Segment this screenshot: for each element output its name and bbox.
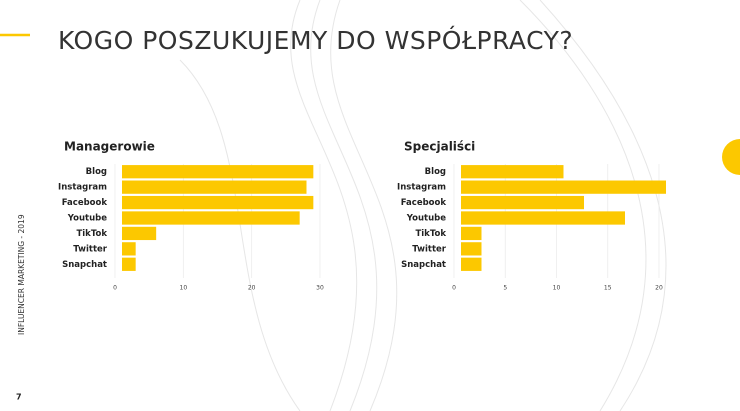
y-tick-label: TikTok bbox=[76, 229, 107, 239]
x-tick-label: 20 bbox=[248, 285, 256, 292]
bar bbox=[461, 257, 482, 271]
y-tick-label: Instagram bbox=[58, 183, 107, 193]
x-tick-label: 30 bbox=[316, 285, 324, 292]
y-tick-label: Snapchat bbox=[401, 260, 446, 270]
accent-circle bbox=[722, 139, 740, 175]
x-tick-label: 0 bbox=[452, 285, 456, 292]
bar bbox=[122, 180, 307, 194]
bar bbox=[461, 195, 584, 210]
x-tick-label: 0 bbox=[113, 285, 117, 292]
x-tick-label: 20 bbox=[655, 285, 663, 292]
y-tick-label: Twitter bbox=[73, 244, 108, 254]
bar bbox=[122, 211, 300, 225]
bar bbox=[122, 195, 314, 210]
y-tick-label: Instagram bbox=[397, 183, 446, 193]
y-tick-label: Blog bbox=[425, 167, 446, 177]
bar bbox=[122, 242, 136, 256]
y-tick-label: Blog bbox=[86, 167, 107, 177]
bar bbox=[461, 211, 625, 225]
bar bbox=[122, 257, 136, 271]
chart-title: Managerowie bbox=[64, 140, 155, 154]
x-tick-label: 10 bbox=[553, 285, 561, 292]
page-number: 7 bbox=[16, 393, 22, 402]
bar bbox=[122, 165, 314, 179]
bar bbox=[122, 226, 157, 241]
y-tick-label: TikTok bbox=[415, 229, 446, 239]
bar bbox=[461, 165, 564, 179]
y-tick-label: Youtube bbox=[406, 214, 446, 224]
y-tick-label: Twitter bbox=[412, 244, 447, 254]
y-tick-label: Youtube bbox=[67, 214, 107, 224]
bar bbox=[461, 242, 482, 256]
side-label: INFLUENCER MARKETING - 2019 bbox=[17, 214, 26, 335]
x-tick-label: 15 bbox=[604, 285, 612, 292]
bar bbox=[461, 226, 482, 241]
chart-title: Specjaliści bbox=[404, 140, 475, 154]
slide-title: KOGO POSZUKUJEMY DO WSPÓŁPRACY? bbox=[58, 25, 573, 55]
x-tick-label: 5 bbox=[503, 285, 507, 292]
bar bbox=[461, 180, 666, 194]
x-tick-label: 10 bbox=[180, 285, 188, 292]
y-tick-label: Snapchat bbox=[62, 260, 107, 270]
y-tick-label: Facebook bbox=[62, 198, 108, 208]
y-tick-label: Facebook bbox=[401, 198, 447, 208]
